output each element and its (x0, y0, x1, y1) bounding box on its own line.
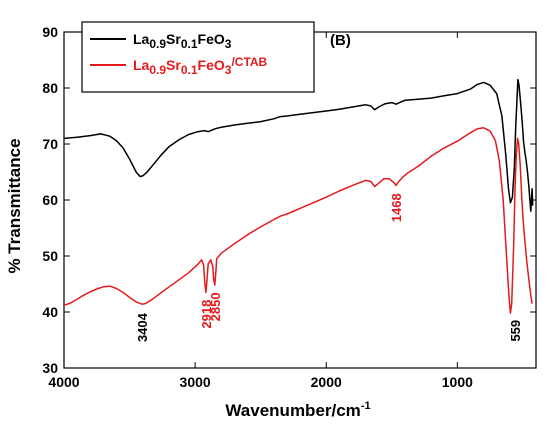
peak-label: 2918 (199, 300, 214, 329)
panel-label: (B) (330, 32, 351, 49)
peak-label: 559 (508, 320, 523, 342)
y-tick-label: 30 (42, 360, 58, 376)
y-axis: 30 40 50 60 70 80 90 (42, 24, 536, 376)
y-axis-title: % Transmittance (5, 138, 24, 273)
y-tick-label: 90 (42, 24, 58, 40)
x-axis-title: Wavenumber/cm-1 (225, 400, 370, 420)
y-tick-label: 60 (42, 192, 58, 208)
x-tick-label: 3000 (180, 374, 211, 390)
y-tick-label: 70 (42, 136, 58, 152)
series-line-2 (63, 127, 533, 314)
legend: La0.9Sr0.1FeO3 La0.9Sr0.1FeO3/CTAB (81, 21, 315, 93)
legend-label: La0.9Sr0.1FeO3 (133, 31, 232, 51)
legend-label: La0.9Sr0.1FeO3/CTAB (133, 55, 268, 77)
series-layer (63, 78, 534, 314)
series-line-1 (63, 78, 534, 212)
peak-label: 2850 (208, 292, 223, 321)
x-axis: 4000 3000 2000 1000 (48, 32, 473, 390)
x-tick-label: 4000 (48, 374, 79, 390)
y-tick-label: 40 (42, 304, 58, 320)
peak-label: 1468 (389, 193, 404, 222)
y-tick-label: 80 (42, 80, 58, 96)
y-tick-label: 50 (42, 248, 58, 264)
x-axis-title-exponent: -1 (361, 400, 371, 412)
x-tick-label: 1000 (442, 374, 473, 390)
x-tick-label: 2000 (311, 374, 342, 390)
peak-label: 3404 (135, 312, 150, 342)
legend-box (81, 21, 315, 93)
x-axis-title-text: Wavenumber/cm (225, 401, 360, 420)
